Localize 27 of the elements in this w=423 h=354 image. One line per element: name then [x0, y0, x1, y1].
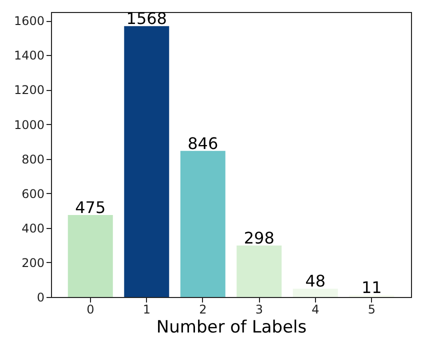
x-tick-label: 0: [86, 302, 94, 316]
y-tick-label: 1600: [14, 14, 44, 28]
bar: [180, 150, 226, 297]
y-tick-label: 1200: [14, 83, 44, 98]
bar: [68, 214, 113, 297]
x-tick-label: 3: [255, 302, 263, 316]
y-tick-label: 400: [22, 221, 44, 236]
data-label: 11: [361, 278, 382, 298]
data-label: 1568: [126, 9, 167, 28]
x-tick-label: 1: [142, 302, 150, 316]
data-label: 475: [75, 198, 106, 217]
bar: [236, 246, 282, 297]
x-tick-label: 4: [312, 302, 320, 316]
x-tick-label: 5: [368, 302, 376, 316]
x-axis-title: Number of Labels: [156, 318, 307, 338]
y-tick-label: 200: [22, 256, 44, 270]
y-tick-label: 1400: [14, 48, 44, 63]
data-label: 298: [244, 228, 274, 248]
bar: [292, 288, 338, 297]
x-tick-label: 2: [199, 302, 207, 316]
y-tick-label: 0: [36, 290, 44, 304]
data-label: 48: [305, 272, 326, 291]
y-tick-label: 1000: [14, 118, 44, 132]
y-tick-label: 800: [22, 152, 44, 166]
data-label: 846: [188, 134, 218, 153]
bar: [124, 26, 170, 297]
y-tick-label: 600: [22, 186, 44, 201]
